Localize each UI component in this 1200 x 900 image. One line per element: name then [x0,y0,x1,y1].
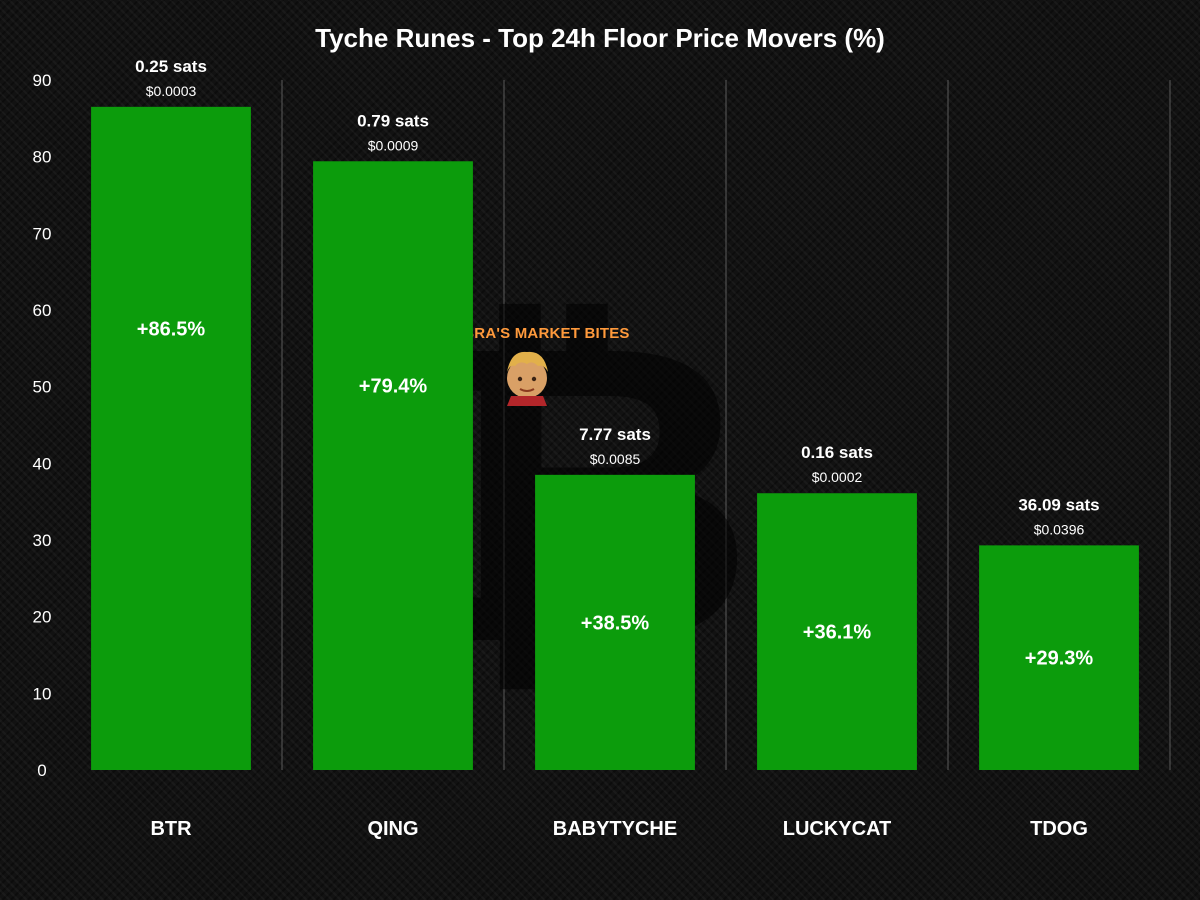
x-tick-label: QING [367,818,418,840]
labels-layer: 0 10 20 30 40 50 60 70 80 90 +86.5% $0.0003 0.25 sat… [33,57,1100,840]
bar [535,474,695,770]
floor-sats-label: 36.09 sats [1018,495,1099,514]
x-tick-label: LUCKYCAT [783,818,892,840]
watermark-label: COBRA'S MARKET BITES [440,325,629,342]
x-tick-label: TDOG [1030,818,1088,840]
y-tick-label: 40 [33,454,52,473]
y-tick-label: 30 [33,531,52,550]
bar [313,161,473,770]
floor-sats-label: 7.77 sats [579,425,651,444]
bar-value-label: +79.4% [359,376,428,398]
grid-layer [281,80,1171,770]
floor-sats-label: 0.25 sats [135,57,207,76]
y-tick-label: 70 [33,224,52,243]
floor-sats-label: 0.79 sats [357,111,429,130]
bar [979,545,1139,770]
floor-sats-label: 0.16 sats [801,443,873,462]
bars-layer [91,106,1139,771]
bar-value-label: +29.3% [1025,648,1094,670]
floor-usd-label: $0.0396 [1034,521,1085,537]
y-tick-label: 90 [33,71,52,90]
y-tick-label: 60 [33,301,52,320]
avatar-icon [507,351,548,406]
bar [757,493,917,770]
x-tick-label: BTR [150,818,192,840]
x-tick-label: BABYTYCHE [553,818,677,840]
bar-value-label: +38.5% [581,612,650,634]
floor-usd-label: $0.0009 [368,137,419,153]
chart-title: Tyche Runes - Top 24h Floor Price Movers… [315,23,885,53]
floor-usd-label: $0.0003 [146,83,197,99]
bar-value-label: +86.5% [137,318,206,340]
bar-value-label: +36.1% [803,622,872,644]
y-tick-label: 0 [37,761,46,780]
floor-usd-label: $0.0002 [812,469,863,485]
y-tick-label: 20 [33,608,52,627]
y-tick-label: 10 [33,684,52,703]
y-tick-label: 50 [33,378,52,397]
y-tick-label: 80 [33,148,52,167]
bar [91,106,251,771]
floor-usd-label: $0.0085 [590,451,641,467]
